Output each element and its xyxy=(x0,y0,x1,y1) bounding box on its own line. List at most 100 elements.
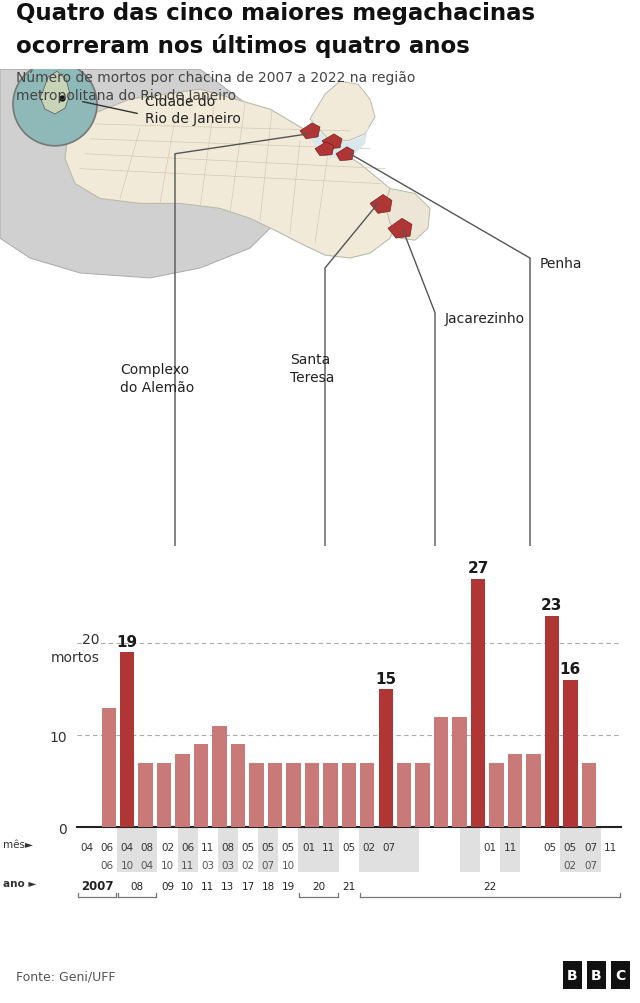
Bar xyxy=(268,763,282,827)
Text: 07: 07 xyxy=(584,861,597,871)
Text: 22: 22 xyxy=(483,881,497,891)
Bar xyxy=(342,763,356,827)
Bar xyxy=(545,616,559,827)
Bar xyxy=(360,763,374,827)
Text: mês►: mês► xyxy=(3,840,33,850)
Polygon shape xyxy=(370,196,392,214)
Polygon shape xyxy=(65,90,400,259)
Polygon shape xyxy=(385,190,430,241)
Text: C: C xyxy=(616,968,626,982)
Polygon shape xyxy=(310,119,370,159)
Text: 17: 17 xyxy=(241,881,255,891)
Text: 05: 05 xyxy=(342,843,355,853)
Text: 27: 27 xyxy=(467,561,489,576)
Text: 11: 11 xyxy=(201,881,214,891)
Bar xyxy=(102,708,116,827)
Text: Fonte: Geni/UFF: Fonte: Geni/UFF xyxy=(16,970,115,983)
Bar xyxy=(231,744,245,827)
Text: 23: 23 xyxy=(541,598,563,612)
Bar xyxy=(249,763,264,827)
Bar xyxy=(434,717,449,827)
Polygon shape xyxy=(300,123,320,139)
Bar xyxy=(508,754,522,827)
Bar xyxy=(175,754,190,827)
Polygon shape xyxy=(315,142,334,156)
Polygon shape xyxy=(388,219,412,239)
Text: Complexo
do Alemão: Complexo do Alemão xyxy=(120,363,195,394)
Bar xyxy=(582,763,596,827)
Text: 11: 11 xyxy=(604,843,618,853)
Text: 07: 07 xyxy=(383,843,396,853)
Polygon shape xyxy=(322,134,342,149)
Text: 05: 05 xyxy=(282,843,295,853)
Text: 08: 08 xyxy=(221,843,234,853)
Text: Cidade do
Rio de Janeiro: Cidade do Rio de Janeiro xyxy=(145,95,241,126)
Text: 04: 04 xyxy=(141,861,154,871)
Text: B: B xyxy=(567,968,577,982)
Bar xyxy=(194,744,208,827)
Text: 06: 06 xyxy=(181,843,194,853)
Text: 02: 02 xyxy=(241,861,255,871)
Text: 03: 03 xyxy=(201,861,214,871)
Text: 11: 11 xyxy=(181,861,194,871)
Bar xyxy=(378,690,393,827)
Circle shape xyxy=(13,63,97,146)
Text: 08: 08 xyxy=(141,843,154,853)
Polygon shape xyxy=(336,147,354,161)
Text: 21: 21 xyxy=(342,881,355,891)
Text: 10: 10 xyxy=(161,861,174,871)
Text: 05: 05 xyxy=(544,843,557,853)
Text: B: B xyxy=(591,968,602,982)
Polygon shape xyxy=(310,82,375,141)
Text: 13: 13 xyxy=(221,881,234,891)
Bar xyxy=(415,763,430,827)
Text: 18: 18 xyxy=(262,881,275,891)
Text: 06: 06 xyxy=(100,861,113,871)
Text: ano ►: ano ► xyxy=(3,878,36,888)
Text: 04: 04 xyxy=(120,843,134,853)
Text: 05: 05 xyxy=(262,843,275,853)
Text: 2007: 2007 xyxy=(81,880,113,892)
Bar xyxy=(305,763,319,827)
Text: Penha: Penha xyxy=(540,257,582,271)
Text: Quatro das cinco maiores megachacinas: Quatro das cinco maiores megachacinas xyxy=(16,2,535,25)
Text: 19: 19 xyxy=(116,634,138,649)
Bar xyxy=(120,653,134,827)
Text: 10: 10 xyxy=(282,861,295,871)
Text: ocorreram nos últimos quatro anos: ocorreram nos últimos quatro anos xyxy=(16,34,470,58)
Text: 05: 05 xyxy=(241,843,255,853)
Polygon shape xyxy=(40,72,70,115)
Text: 20: 20 xyxy=(82,632,99,646)
Text: Jacarezinho: Jacarezinho xyxy=(445,311,525,325)
Bar xyxy=(471,579,485,827)
Text: 05: 05 xyxy=(564,843,577,853)
Text: Santa
Teresa: Santa Teresa xyxy=(290,353,334,384)
Text: 11: 11 xyxy=(504,843,516,853)
Bar xyxy=(286,763,301,827)
Text: 01: 01 xyxy=(302,843,315,853)
Bar xyxy=(138,763,153,827)
Bar xyxy=(323,763,337,827)
Bar xyxy=(452,717,467,827)
Text: 20: 20 xyxy=(312,881,325,891)
Text: 10: 10 xyxy=(181,881,194,891)
Text: 10: 10 xyxy=(120,861,134,871)
Text: mortos: mortos xyxy=(51,650,99,664)
Text: 07: 07 xyxy=(262,861,275,871)
Text: 06: 06 xyxy=(100,843,113,853)
Text: 01: 01 xyxy=(483,843,497,853)
Bar xyxy=(563,680,578,827)
Text: 15: 15 xyxy=(375,671,396,686)
Text: 04: 04 xyxy=(80,843,93,853)
Text: 09: 09 xyxy=(161,881,174,891)
Text: 07: 07 xyxy=(584,843,597,853)
Text: 16: 16 xyxy=(560,662,581,677)
Bar xyxy=(490,763,504,827)
Text: 08: 08 xyxy=(131,881,144,891)
Bar xyxy=(212,726,227,827)
Polygon shape xyxy=(0,70,300,279)
Text: 11: 11 xyxy=(322,843,335,853)
Text: 19: 19 xyxy=(282,881,295,891)
Bar xyxy=(526,754,541,827)
Text: 11: 11 xyxy=(201,843,214,853)
